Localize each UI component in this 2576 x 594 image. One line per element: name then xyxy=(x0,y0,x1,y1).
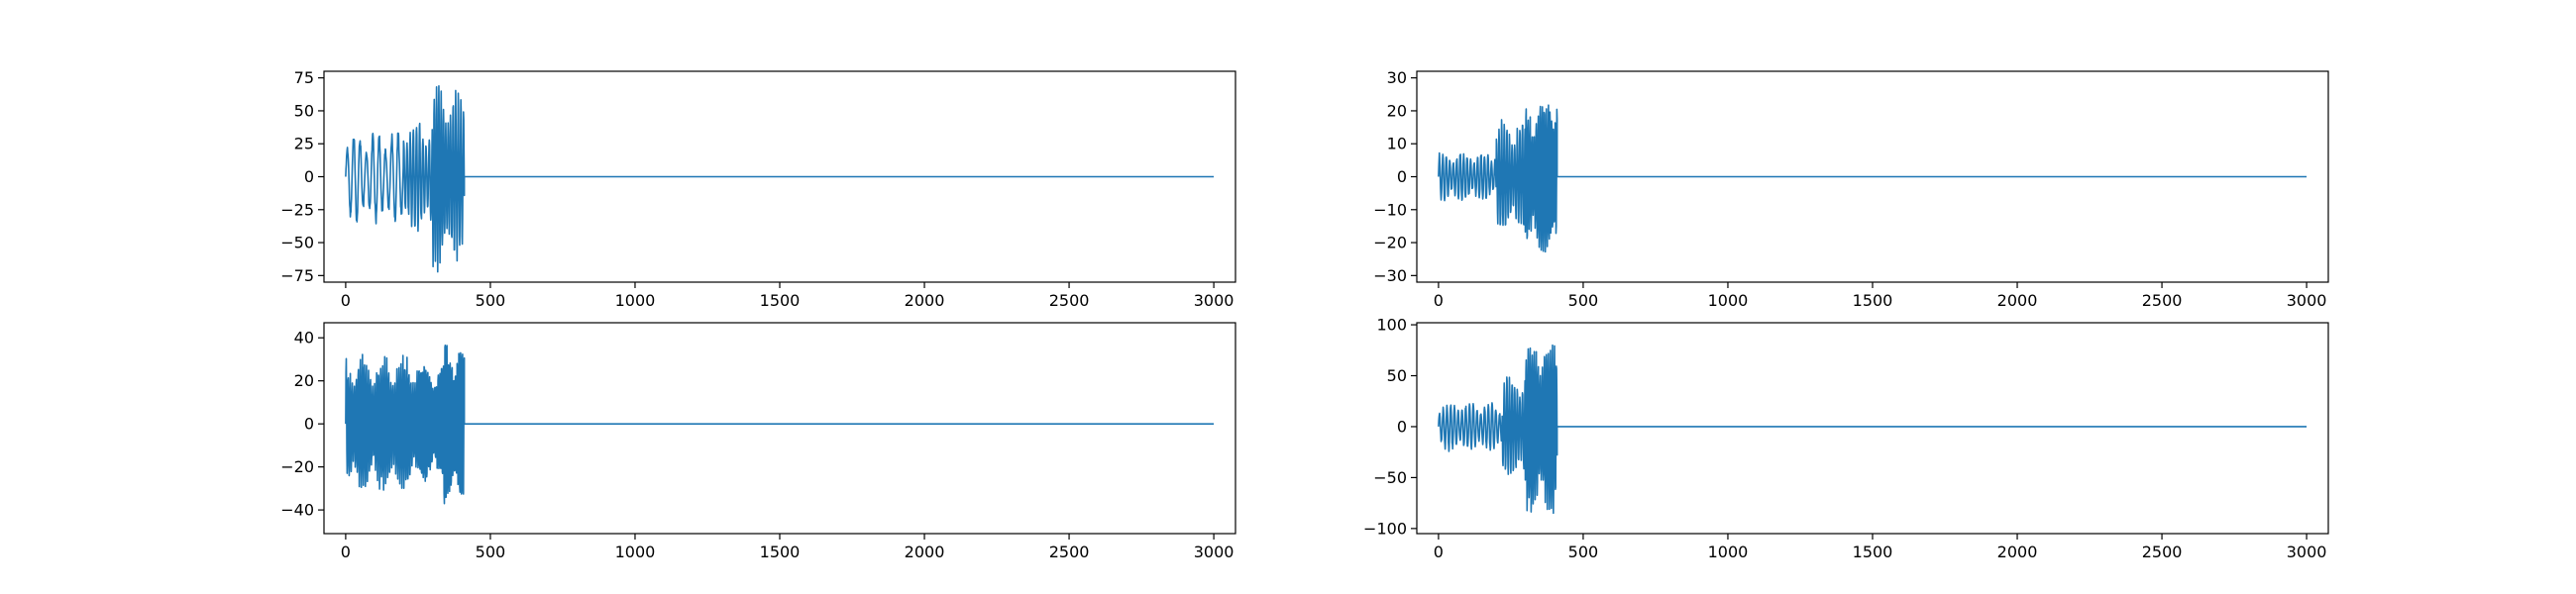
x-tick-label: 3000 xyxy=(2287,543,2327,561)
y-tick-label: −100 xyxy=(1363,519,1407,538)
x-tick-label: 1000 xyxy=(1708,543,1749,561)
y-tick-label: 50 xyxy=(294,101,314,120)
x-tick-label: 500 xyxy=(476,291,506,310)
x-tick-label: 2500 xyxy=(1049,291,1090,310)
x-tick-label: 1000 xyxy=(1708,291,1749,310)
series-line-1 xyxy=(1438,104,2308,253)
y-tick-label: −20 xyxy=(1373,234,1407,252)
x-tick-label: 1500 xyxy=(760,291,801,310)
x-tick-label: 2000 xyxy=(905,543,945,561)
x-tick-label: 1000 xyxy=(615,291,656,310)
x-tick-label: 0 xyxy=(1434,543,1444,561)
y-tick-label: 20 xyxy=(1387,101,1407,120)
x-tick-label: 1500 xyxy=(1853,291,1893,310)
y-tick-label: 50 xyxy=(1387,366,1407,385)
y-tick-label: −50 xyxy=(280,234,314,252)
y-tick-label: 0 xyxy=(1397,167,1407,186)
x-tick-label: 500 xyxy=(1568,543,1599,561)
y-tick-label: 10 xyxy=(1387,135,1407,153)
x-tick-label: 2000 xyxy=(1997,291,2038,310)
x-tick-label: 1500 xyxy=(760,543,801,561)
series-line-1 xyxy=(1438,344,2308,515)
x-tick-label: 3000 xyxy=(1194,291,1234,310)
y-tick-label: 30 xyxy=(1387,68,1407,87)
y-tick-label: 20 xyxy=(294,371,314,390)
x-tick-label: 2500 xyxy=(2142,543,2183,561)
y-tick-label: −40 xyxy=(280,501,314,520)
y-tick-label: −10 xyxy=(1373,200,1407,219)
y-tick-label: −20 xyxy=(280,457,314,476)
y-tick-label: 25 xyxy=(294,135,314,153)
subplot-2: 0 500 1000 1500 2000 2500 3000 −30 −20 −10 0 10 20 30 xyxy=(1373,68,2329,310)
x-tick-label: 3000 xyxy=(1194,543,1234,561)
subplot-3: 0 500 1000 1500 2000 2500 3000 −40 −20 0 20 40 xyxy=(280,322,1236,561)
x-tick-label: 0 xyxy=(1434,291,1444,310)
x-tick-label: 2000 xyxy=(1997,543,2038,561)
x-tick-label: 1000 xyxy=(615,543,656,561)
x-tick-label: 2000 xyxy=(905,291,945,310)
subplot-1: 0 500 1000 1500 2000 2500 3000 −75 −50 −25 0 25 50 75 xyxy=(280,68,1236,310)
y-tick-label: −25 xyxy=(280,200,314,219)
y-tick-label: 0 xyxy=(1397,417,1407,436)
y-tick-label: 40 xyxy=(294,329,314,347)
x-tick-label: 500 xyxy=(476,543,506,561)
y-tick-label: 0 xyxy=(304,415,314,434)
x-tick-label: 0 xyxy=(341,543,351,561)
x-tick-label: 3000 xyxy=(2287,291,2327,310)
x-tick-label: 2500 xyxy=(1049,543,1090,561)
y-tick-label: −50 xyxy=(1373,468,1407,487)
x-tick-label: 1500 xyxy=(1853,543,1893,561)
y-tick-label: −30 xyxy=(1373,266,1407,285)
y-tick-label: 0 xyxy=(304,167,314,186)
x-tick-label: 500 xyxy=(1568,291,1599,310)
series-line-1 xyxy=(345,84,1215,273)
y-tick-label: −75 xyxy=(280,266,314,285)
x-tick-label: 2500 xyxy=(2142,291,2183,310)
x-tick-label: 0 xyxy=(341,291,351,310)
y-tick-label: 75 xyxy=(294,68,314,87)
subplot-4: 0 500 1000 1500 2000 2500 3000 −100 −50 0 50 100 xyxy=(1363,316,2329,561)
series-line-1 xyxy=(345,344,1215,505)
y-tick-label: 100 xyxy=(1376,316,1407,335)
